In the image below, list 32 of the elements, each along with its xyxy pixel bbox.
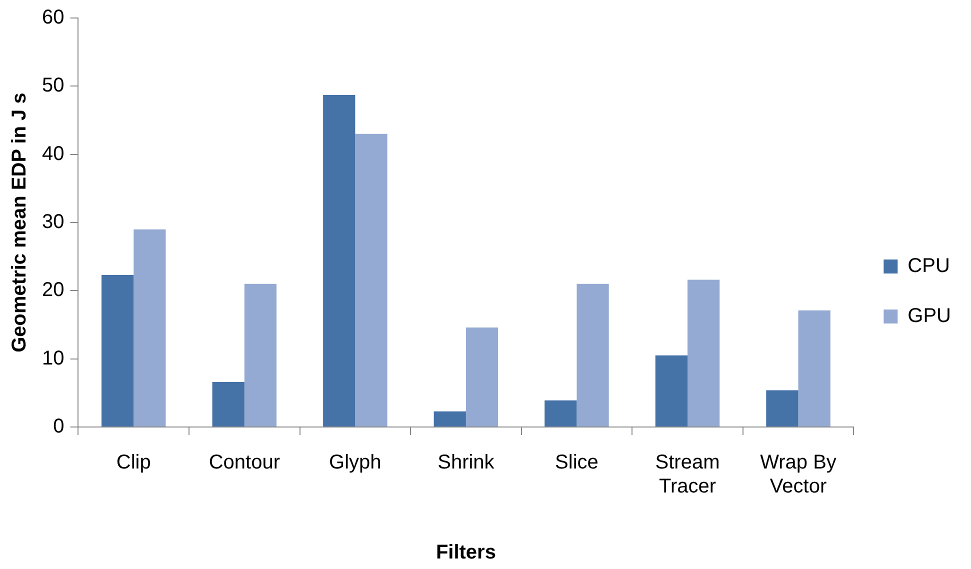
y-tick-label: 60 bbox=[42, 6, 64, 29]
legend-label: CPU bbox=[908, 255, 950, 278]
bar bbox=[798, 310, 830, 426]
x-tick-label: Slice bbox=[555, 452, 598, 474]
x-tick-label: Stream Tracer bbox=[655, 452, 720, 498]
x-tick-label: Shrink bbox=[438, 452, 496, 474]
x-tick-label: Contour bbox=[208, 452, 280, 474]
bar bbox=[355, 134, 388, 426]
y-axis-title: Geometric mean EDP in J s bbox=[8, 92, 31, 352]
bar bbox=[544, 400, 577, 426]
x-tick-label: Clip bbox=[116, 452, 151, 474]
y-tick-label: 50 bbox=[42, 74, 64, 97]
y-tick-label: 30 bbox=[42, 211, 64, 234]
bar bbox=[466, 327, 498, 426]
bar bbox=[655, 355, 688, 426]
y-tick-label: 0 bbox=[53, 416, 64, 438]
x-tick-label: Wrap By Vector bbox=[760, 452, 836, 498]
y-tick-label: 20 bbox=[42, 279, 64, 302]
bar bbox=[766, 390, 798, 426]
bar bbox=[134, 229, 166, 426]
bar bbox=[244, 284, 277, 426]
y-tick-label: 40 bbox=[42, 142, 64, 165]
bar bbox=[102, 274, 134, 426]
bar bbox=[323, 95, 356, 426]
legend-label: GPU bbox=[908, 305, 952, 328]
y-tick-label: 10 bbox=[42, 347, 64, 370]
bar bbox=[434, 411, 466, 426]
bar bbox=[212, 382, 244, 426]
bar bbox=[688, 280, 720, 426]
bar bbox=[576, 284, 609, 426]
x-tick-label: Glyph bbox=[329, 452, 382, 474]
x-axis-title: Filters bbox=[436, 542, 496, 564]
